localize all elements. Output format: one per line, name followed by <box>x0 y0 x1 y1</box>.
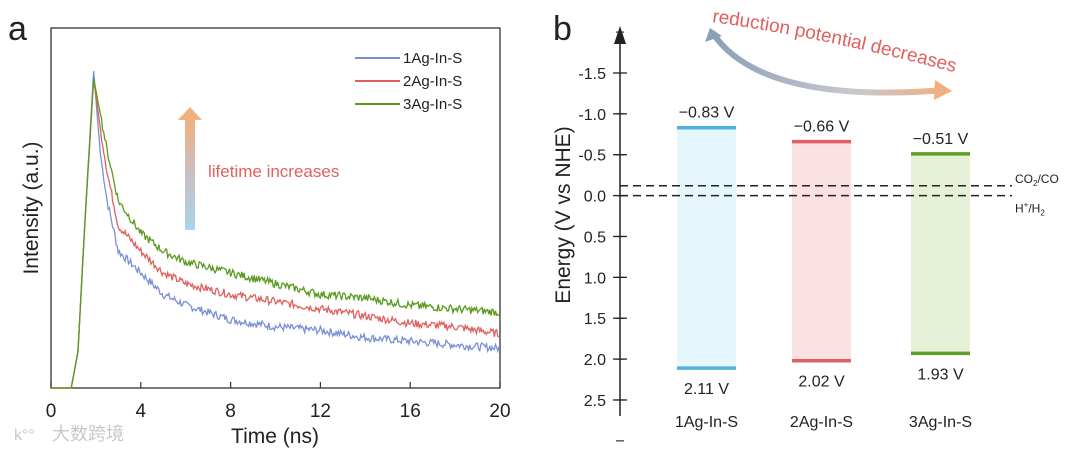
legend-label: 1Ag-In-S <box>403 50 462 67</box>
x-tick-label: 0 <box>46 401 57 422</box>
cb-value-label: −0.83 V <box>679 105 735 122</box>
y-tick-label: 0.5 <box>584 229 606 246</box>
y-tick-label: -0.5 <box>578 148 606 165</box>
category-label: 3Ag-In-S <box>909 414 972 431</box>
y-tick-label: 2.0 <box>584 352 606 369</box>
x-tick-label: 4 <box>136 401 147 422</box>
y-tick-label: -1.5 <box>578 66 606 83</box>
series-lines-a <box>51 71 501 389</box>
y-axis-label-b: Energy (V vs NHE) <box>552 126 575 303</box>
lifetime-arrow-head-icon <box>178 107 202 120</box>
category-label: 1Ag-In-S <box>675 414 738 431</box>
x-axis-label-a: Time (ns) <box>231 425 319 448</box>
reference-label-part: CO <box>1015 172 1033 186</box>
panel-label-a: a <box>8 10 27 48</box>
reference-label-part: H <box>1015 202 1024 216</box>
legend-label: 3Ag-In-S <box>403 96 462 113</box>
reference-lines: CO2/COH+/H2 <box>620 172 1059 218</box>
cb-value-label: −0.66 V <box>794 119 850 136</box>
reduction-arrow-head-icon <box>934 80 952 100</box>
y-axis-label-a: Intensity (a.u.) <box>20 141 43 274</box>
category-label: 2Ag-In-S <box>790 414 853 431</box>
reference-label-part: /CO <box>1037 172 1058 186</box>
y-tick-label: 0.0 <box>584 189 606 206</box>
band-fill-2Ag-In-S <box>792 141 851 361</box>
x-ticks-a: 0 4 8 12 16 20 <box>46 382 511 422</box>
reference-label-part: /H <box>1028 202 1040 216</box>
cb-value-label: −0.51 V <box>913 131 969 148</box>
panel-a: a 0 4 8 12 16 20 Time (ns) Intensity (a.u.) 1… <box>8 10 511 448</box>
lifetime-arrow-shaft <box>185 118 195 230</box>
watermark: 大数跨境 <box>52 424 124 444</box>
series-line-3Ag-In-S <box>51 78 501 389</box>
reference-label-part: + <box>1024 201 1029 210</box>
y-tick-label: 1.5 <box>584 311 606 328</box>
reference-label-part: 2 <box>1033 179 1038 188</box>
series-line-1Ag-In-S <box>51 71 501 389</box>
band-bars: −0.83 V 2.11 V 1Ag-In-S −0.66 V 2.02 V 2Ag-In… <box>675 105 972 431</box>
plot-frame-a <box>50 27 501 389</box>
y-tick-label: 1.0 <box>584 270 606 287</box>
axis-arrow-icon <box>614 26 626 44</box>
vb-value-label: 2.11 V <box>684 381 729 398</box>
panel-label-b: b <box>553 10 572 48</box>
y-tick-label: 2.5 <box>584 393 606 410</box>
lifetime-annotation: lifetime increases <box>208 162 339 181</box>
x-tick-label: 16 <box>400 401 421 422</box>
x-tick-label: 20 <box>489 401 510 422</box>
vb-value-label: 1.93 V <box>917 366 964 383</box>
reduction-arrow-tail-icon <box>705 28 722 42</box>
watermark-logo-icon: k°° <box>14 427 35 444</box>
reference-label-part: 2 <box>1040 209 1045 218</box>
band-fill-1Ag-In-S <box>677 127 736 369</box>
y-ticks-b: -1.5 -1.0 -0.5 0.0 0.5 1.0 1.5 2.0 2.5 <box>578 31 627 442</box>
reference-label: CO2/CO <box>1015 172 1059 188</box>
y-tick-label: -1.0 <box>578 107 606 124</box>
x-tick-label: 8 <box>225 401 236 422</box>
band-fill-3Ag-In-S <box>911 153 970 354</box>
series-line-2Ag-In-S <box>51 78 501 389</box>
legend-label: 2Ag-In-S <box>403 73 462 90</box>
panel-b: b -1.5 -1.0 -0.5 0.0 0.5 1.0 1.5 2.0 2.5 Energy … <box>552 6 1059 442</box>
x-tick-label: 12 <box>310 401 331 422</box>
legend-a: 1Ag-In-S 2Ag-In-S 3Ag-In-S <box>355 50 462 113</box>
reduction-arc-arrow <box>709 30 946 96</box>
reference-label: H+/H2 <box>1015 201 1045 218</box>
vb-value-label: 2.02 V <box>798 374 845 391</box>
